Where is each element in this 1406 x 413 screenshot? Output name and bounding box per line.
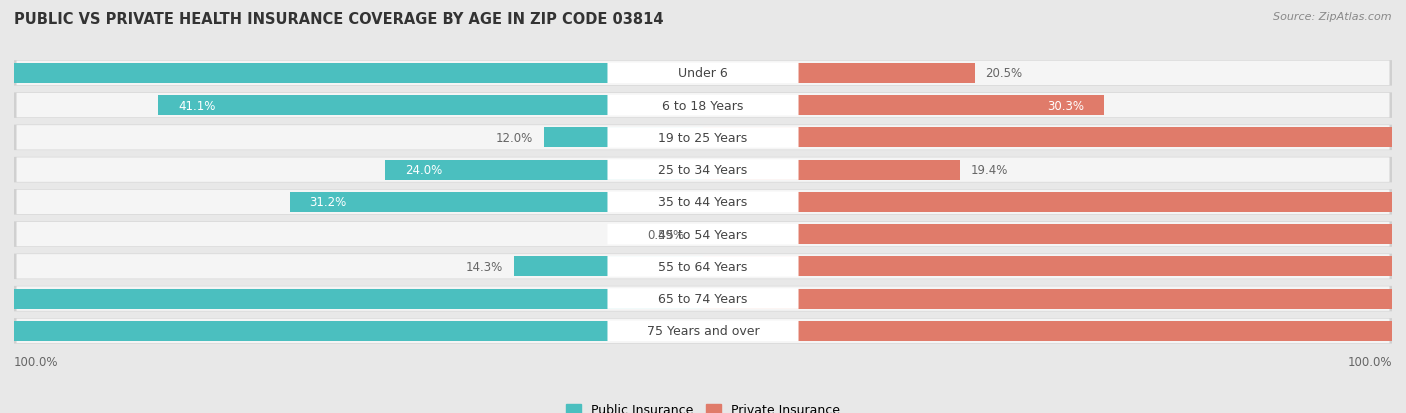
FancyBboxPatch shape: [607, 63, 799, 84]
FancyBboxPatch shape: [607, 160, 799, 180]
Text: 41.1%: 41.1%: [179, 100, 215, 112]
Bar: [0, 64, 703, 84]
Text: 30.3%: 30.3%: [1047, 100, 1084, 112]
FancyBboxPatch shape: [607, 289, 799, 309]
FancyBboxPatch shape: [17, 319, 1389, 343]
FancyBboxPatch shape: [17, 126, 1389, 150]
Bar: [385, 160, 703, 180]
Text: 25 to 34 Years: 25 to 34 Years: [658, 164, 748, 177]
Text: 100.0%: 100.0%: [1347, 355, 1392, 368]
Bar: [703, 257, 1406, 277]
Text: 75 Years and over: 75 Years and over: [647, 325, 759, 337]
FancyBboxPatch shape: [14, 157, 1392, 183]
Bar: [703, 225, 1406, 244]
Text: Under 6: Under 6: [678, 67, 728, 80]
Text: Source: ZipAtlas.com: Source: ZipAtlas.com: [1274, 12, 1392, 22]
FancyBboxPatch shape: [17, 190, 1389, 215]
FancyBboxPatch shape: [607, 321, 799, 342]
Bar: [290, 192, 703, 212]
FancyBboxPatch shape: [17, 222, 1389, 247]
Text: 55 to 64 Years: 55 to 64 Years: [658, 260, 748, 273]
Text: PUBLIC VS PRIVATE HEALTH INSURANCE COVERAGE BY AGE IN ZIP CODE 03814: PUBLIC VS PRIVATE HEALTH INSURANCE COVER…: [14, 12, 664, 27]
Text: 65 to 74 Years: 65 to 74 Years: [658, 292, 748, 305]
Text: 0.59%: 0.59%: [647, 228, 685, 241]
Bar: [0, 289, 703, 309]
FancyBboxPatch shape: [17, 158, 1389, 183]
Text: 31.2%: 31.2%: [309, 196, 347, 209]
FancyBboxPatch shape: [14, 190, 1392, 215]
Legend: Public Insurance, Private Insurance: Public Insurance, Private Insurance: [567, 403, 839, 413]
Text: 20.5%: 20.5%: [986, 67, 1022, 80]
Text: 6 to 18 Years: 6 to 18 Years: [662, 100, 744, 112]
FancyBboxPatch shape: [14, 125, 1392, 151]
FancyBboxPatch shape: [17, 62, 1389, 86]
Bar: [703, 128, 1406, 148]
FancyBboxPatch shape: [14, 61, 1392, 86]
Text: 24.0%: 24.0%: [405, 164, 441, 177]
Text: 12.0%: 12.0%: [496, 132, 533, 145]
FancyBboxPatch shape: [17, 254, 1389, 279]
Bar: [703, 96, 1105, 116]
FancyBboxPatch shape: [607, 256, 799, 277]
Bar: [159, 96, 703, 116]
Text: 14.3%: 14.3%: [465, 260, 503, 273]
Text: 100.0%: 100.0%: [14, 355, 59, 368]
Bar: [513, 257, 703, 277]
FancyBboxPatch shape: [14, 286, 1392, 311]
FancyBboxPatch shape: [14, 93, 1392, 119]
FancyBboxPatch shape: [607, 192, 799, 213]
Text: 19 to 25 Years: 19 to 25 Years: [658, 132, 748, 145]
FancyBboxPatch shape: [607, 224, 799, 245]
FancyBboxPatch shape: [14, 222, 1392, 247]
Bar: [544, 128, 703, 148]
Bar: [0, 321, 703, 341]
FancyBboxPatch shape: [14, 318, 1392, 344]
Bar: [703, 289, 1406, 309]
Bar: [695, 225, 703, 244]
Text: 45 to 54 Years: 45 to 54 Years: [658, 228, 748, 241]
FancyBboxPatch shape: [17, 94, 1389, 118]
Bar: [703, 192, 1406, 212]
Bar: [703, 160, 960, 180]
FancyBboxPatch shape: [607, 95, 799, 116]
Text: 19.4%: 19.4%: [970, 164, 1008, 177]
Text: 35 to 44 Years: 35 to 44 Years: [658, 196, 748, 209]
FancyBboxPatch shape: [14, 254, 1392, 280]
FancyBboxPatch shape: [17, 287, 1389, 311]
Bar: [703, 64, 974, 84]
FancyBboxPatch shape: [607, 128, 799, 148]
Bar: [703, 321, 1406, 341]
